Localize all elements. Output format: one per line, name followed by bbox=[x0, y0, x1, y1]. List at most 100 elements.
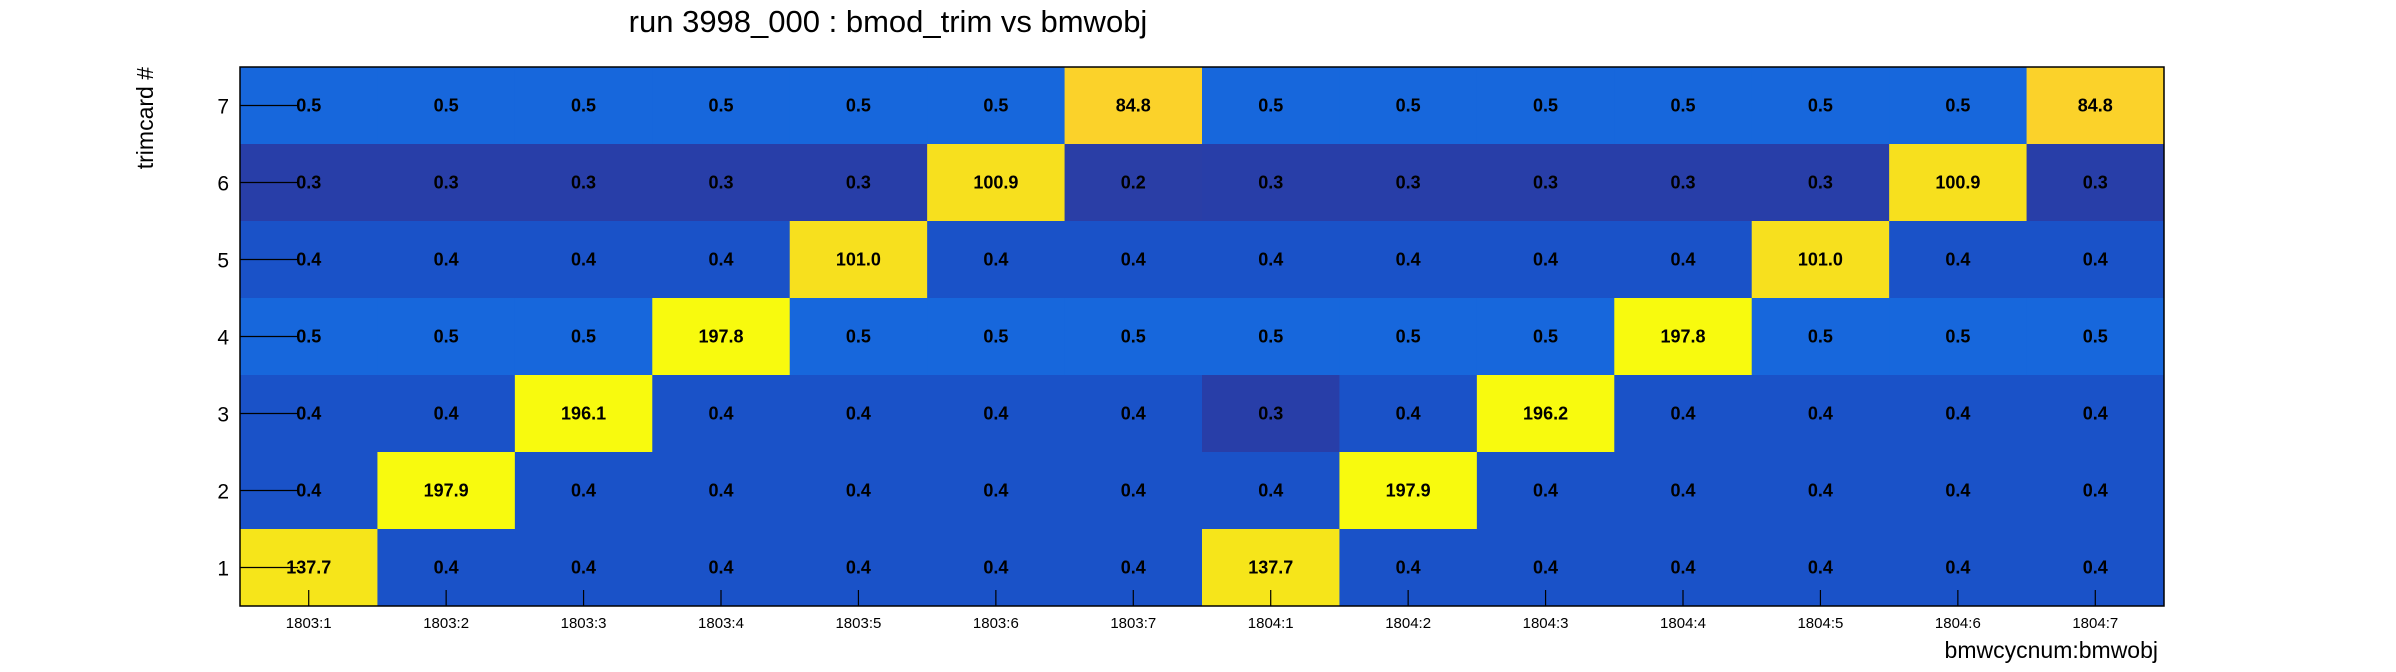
heatmap-cell bbox=[1064, 375, 1203, 453]
cell-value-label: 137.7 bbox=[1248, 558, 1293, 578]
cell-value-label: 0.4 bbox=[1808, 404, 1833, 424]
heatmap-cell bbox=[652, 375, 791, 453]
heatmap-cell bbox=[2026, 67, 2165, 145]
heatmap-cell bbox=[1202, 221, 1340, 299]
cell-value-label: 0.3 bbox=[1808, 173, 1833, 193]
heatmap-cell bbox=[1889, 221, 2028, 299]
heatmap-cell bbox=[927, 375, 1066, 453]
x-tick-label: 1804:5 bbox=[1797, 615, 1843, 632]
cell-value-label: 0.4 bbox=[1533, 250, 1558, 270]
y-tick-label: 5 bbox=[217, 250, 229, 273]
x-tick-label: 1804:2 bbox=[1385, 615, 1431, 632]
cell-value-label: 0.4 bbox=[1121, 250, 1146, 270]
cell-value-label: 0.5 bbox=[1808, 96, 1833, 116]
cell-value-label: 197.8 bbox=[1660, 327, 1705, 347]
heatmap-cell bbox=[1339, 298, 1478, 376]
cell-value-label: 0.5 bbox=[1945, 96, 1970, 116]
cell-value-label: 0.4 bbox=[434, 558, 459, 578]
heatmap-cell bbox=[1064, 452, 1203, 530]
cell-value-label: 0.5 bbox=[571, 96, 596, 116]
cell-value-label: 0.4 bbox=[1945, 481, 1970, 501]
x-tick-label: 1803:1 bbox=[286, 615, 332, 632]
cell-value-label: 0.5 bbox=[1670, 96, 1695, 116]
cell-value-label: 0.4 bbox=[983, 404, 1008, 424]
cell-value-label: 0.5 bbox=[1121, 327, 1146, 347]
x-tick-label: 1803:2 bbox=[423, 615, 469, 632]
heatmap-cell bbox=[1889, 298, 2028, 376]
cell-value-label: 0.5 bbox=[434, 96, 459, 116]
cell-value-label: 0.4 bbox=[2083, 404, 2108, 424]
x-tick-label: 1804:7 bbox=[2072, 615, 2118, 632]
x-tick-label: 1803:6 bbox=[973, 615, 1019, 632]
heatmap-cells: 0.5 0.5 0.5 0.5 0.5 0.5 84.8 0.5 0.5 0.5 0.5 0.5 0.5… bbox=[240, 67, 2165, 607]
heatmap-cell bbox=[514, 452, 653, 530]
heatmap-cell bbox=[377, 298, 516, 376]
x-tick-label: 1804:6 bbox=[1935, 615, 1981, 632]
cell-value-label: 0.5 bbox=[1258, 327, 1283, 347]
heatmap-cell bbox=[514, 144, 653, 222]
heatmap-cell bbox=[514, 298, 653, 376]
cell-value-label: 0.4 bbox=[1945, 558, 1970, 578]
x-tick-label: 1804:3 bbox=[1523, 615, 1569, 632]
heatmap-cell bbox=[1614, 375, 1753, 453]
cell-value-label: 0.4 bbox=[1808, 558, 1833, 578]
heatmap-cell bbox=[514, 375, 653, 453]
heatmap-cell bbox=[514, 67, 653, 145]
y-tick-labels: 7 6 5 4 3 2 1 bbox=[217, 96, 229, 581]
heatmap-cell bbox=[1889, 67, 2028, 145]
cell-value-label: 0.4 bbox=[1396, 250, 1421, 270]
x-tick-label: 1803:3 bbox=[561, 615, 607, 632]
heatmap-cell bbox=[1614, 67, 1753, 145]
x-tick-label: 1803:7 bbox=[1110, 615, 1156, 632]
x-tick-label: 1804:1 bbox=[1248, 615, 1294, 632]
heatmap-cell bbox=[652, 298, 791, 376]
y-tick-label: 3 bbox=[217, 404, 229, 427]
cell-value-label: 137.7 bbox=[286, 558, 331, 578]
x-tick-label: 1803:5 bbox=[835, 615, 881, 632]
cell-value-label: 100.9 bbox=[1935, 173, 1980, 193]
cell-value-label: 0.4 bbox=[1670, 250, 1695, 270]
y-tick-label: 7 bbox=[217, 96, 229, 119]
cell-value-label: 0.4 bbox=[983, 481, 1008, 501]
cell-value-label: 0.4 bbox=[846, 404, 871, 424]
cell-value-label: 0.4 bbox=[846, 481, 871, 501]
cell-value-label: 84.8 bbox=[1116, 96, 1151, 116]
heatmap-cell bbox=[1889, 452, 2028, 530]
cell-value-label: 0.3 bbox=[1258, 173, 1283, 193]
cell-value-label: 0.3 bbox=[846, 173, 871, 193]
cell-value-label: 0.5 bbox=[1258, 96, 1283, 116]
y-axis-label: trimcard # bbox=[132, 67, 158, 169]
heatmap-cell bbox=[1889, 144, 2028, 222]
heatmap-cell bbox=[789, 67, 928, 145]
heatmap-cell bbox=[927, 452, 1066, 530]
cell-value-label: 0.5 bbox=[1533, 96, 1558, 116]
cell-value-label: 0.4 bbox=[2083, 481, 2108, 501]
cell-value-label: 101.0 bbox=[836, 250, 881, 270]
cell-value-label: 0.4 bbox=[1258, 250, 1283, 270]
cell-value-label: 0.4 bbox=[708, 404, 733, 424]
x-axis-label: bmwcycnum:bmwobj bbox=[1945, 637, 2158, 663]
heatmap-cell bbox=[1889, 375, 2028, 453]
cell-value-label: 196.2 bbox=[1523, 404, 1568, 424]
heatmap-cell bbox=[652, 67, 791, 145]
cell-value-label: 0.4 bbox=[708, 558, 733, 578]
heatmap-cell bbox=[1202, 298, 1340, 376]
cell-value-label: 0.4 bbox=[708, 481, 733, 501]
cell-value-label: 0.5 bbox=[983, 327, 1008, 347]
cell-value-label: 0.5 bbox=[571, 327, 596, 347]
cell-value-label: 0.5 bbox=[1396, 96, 1421, 116]
cell-value-label: 0.4 bbox=[1808, 481, 1833, 501]
cell-value-label: 0.4 bbox=[1945, 250, 1970, 270]
heatmap-cell bbox=[2026, 375, 2165, 453]
heatmap-cell bbox=[2026, 221, 2165, 299]
x-tick-labels: 1803:1 1803:2 1803:3 1803:4 1803:5 1803:6 1803… bbox=[286, 615, 2118, 632]
cell-value-label: 0.3 bbox=[1258, 404, 1283, 424]
heatmap-cell bbox=[377, 221, 516, 299]
cell-value-label: 0.4 bbox=[1670, 558, 1695, 578]
cell-value-label: 0.4 bbox=[571, 558, 596, 578]
heatmap-cell bbox=[1751, 144, 1890, 222]
heatmap-cell bbox=[1614, 221, 1753, 299]
y-tick-label: 1 bbox=[217, 558, 229, 581]
heatmap-cell bbox=[2026, 144, 2165, 222]
cell-value-label: 0.4 bbox=[2083, 250, 2108, 270]
